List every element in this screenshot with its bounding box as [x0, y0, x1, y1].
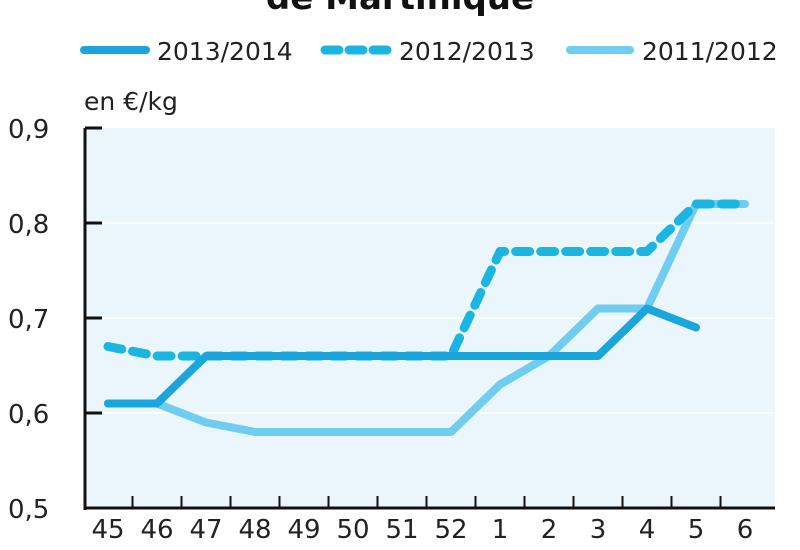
legend: 2013/2014 2012/2013 2011/2012	[80, 37, 778, 66]
x-tick-label: 3	[590, 515, 607, 545]
x-tick-label: 46	[140, 515, 173, 545]
x-tick-label: 45	[91, 515, 124, 545]
series-line-2013-2014	[104, 304, 700, 408]
x-tick-label: 47	[189, 515, 222, 545]
y-tick-label: 0,7	[8, 305, 49, 335]
y-axis-unit-label: en €/kg	[84, 87, 178, 116]
x-tick-label: 48	[238, 515, 271, 545]
gridlines	[85, 222, 775, 414]
x-tick-label: 6	[737, 515, 754, 545]
chart-title: de Martinique	[0, 0, 800, 18]
x-tick-label: 49	[287, 515, 320, 545]
x-tick-label: 5	[688, 515, 705, 545]
x-tick-label: 1	[492, 515, 509, 545]
legend-label: 2013/2014	[157, 37, 293, 66]
legend-label: 2012/2013	[399, 37, 535, 66]
series-layer	[103, 199, 750, 436]
y-tick-label: 0,6	[8, 400, 49, 430]
axes: 0,50,60,70,80,945 46 47 48 49 50 51 52 1 2 3 4 5 6	[8, 115, 775, 545]
x-tick-label: 4	[639, 515, 656, 545]
x-tick-label: 50	[336, 515, 369, 545]
y-tick-label: 0,5	[8, 495, 49, 525]
y-tick-label: 0,8	[8, 210, 49, 240]
x-tick-label: 2	[541, 515, 558, 545]
y-tick-label: 0,9	[8, 115, 49, 145]
series-line-2011-2012	[104, 200, 749, 436]
x-tick-label: 51	[385, 515, 418, 545]
legend-label: 2011/2012	[642, 37, 778, 66]
x-tick-label: 52	[434, 515, 467, 545]
